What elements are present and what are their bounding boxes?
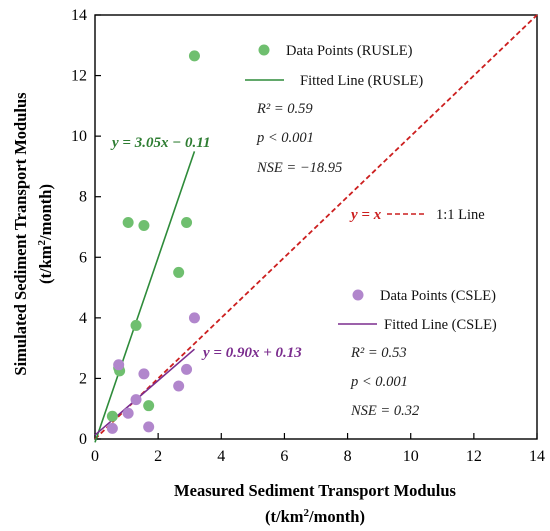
y-tick-label: 10 <box>71 128 87 145</box>
fitted-lines-layer <box>94 151 196 443</box>
x-tick-label: 4 <box>217 448 225 465</box>
x-tick-label: 12 <box>466 448 482 465</box>
rusle-nse: NSE = −18.95 <box>256 160 342 176</box>
x-axis-title: Measured Sediment Transport Modulus <box>174 481 456 500</box>
data-point-rusle <box>188 50 200 62</box>
x-tick-label: 10 <box>403 448 419 465</box>
axis-ticks: 0 2 4 6 8 10 12 14 0 2 4 6 8 10 12 14 <box>71 7 545 465</box>
data-point-csle <box>106 422 118 434</box>
y-tick-label: 4 <box>79 310 87 327</box>
legend-rusle-marker <box>258 44 270 56</box>
data-point-rusle <box>181 216 193 228</box>
y-axis-title-group: Simulated Sediment Transport Modulus <box>11 92 30 376</box>
data-point-rusle <box>173 266 185 278</box>
y-tick-label: 2 <box>79 370 87 387</box>
x-tick-label: 0 <box>91 448 99 465</box>
data-point-csle <box>130 394 142 406</box>
legend-reference-label: 1:1 Line <box>436 207 485 223</box>
x-unit-sup: 2 <box>304 507 310 519</box>
legend-csle-marker <box>352 289 364 301</box>
rusle-equation: y = 3.05x − 0.11 <box>110 135 210 151</box>
legend-csle-line-label: Fitted Line (CSLE) <box>384 317 497 333</box>
fitted-line-rusle <box>94 151 196 443</box>
data-point-csle <box>143 421 155 433</box>
legend-reference: y = x 1:1 Line <box>349 207 485 223</box>
data-points-layer <box>106 50 200 434</box>
x-axis-unit: (t/km2/month) <box>265 507 365 526</box>
csle-equation: y = 0.90x + 0.13 <box>201 345 302 361</box>
data-point-csle <box>181 363 193 375</box>
legend-csle-points-label: Data Points (CSLE) <box>380 288 496 304</box>
legend-rusle-line-label: Fitted Line (RUSLE) <box>300 73 423 89</box>
csle-p: p < 0.001 <box>350 374 408 390</box>
data-point-csle <box>188 312 200 324</box>
rusle-r2: R² = 0.59 <box>256 101 313 117</box>
x-tick-label: 14 <box>529 448 545 465</box>
x-tick-label: 8 <box>344 448 352 465</box>
legend-rusle: Data Points (RUSLE) Fitted Line (RUSLE) <box>245 43 423 89</box>
y-unit-close: /month) <box>36 184 55 241</box>
y-tick-label: 8 <box>79 189 87 206</box>
reference-line-1-1 <box>94 14 538 440</box>
csle-r2: R² = 0.53 <box>350 345 407 361</box>
fitted-line-csle <box>94 348 195 436</box>
reference-line-layer <box>94 14 538 440</box>
y-tick-label: 12 <box>71 68 87 85</box>
data-point-rusle <box>122 216 134 228</box>
y-unit-open: (t/km <box>36 245 55 284</box>
legend-csle: Data Points (CSLE) Fitted Line (CSLE) <box>338 288 497 333</box>
data-point-csle <box>122 407 134 419</box>
data-point-rusle <box>106 410 118 422</box>
x-unit-open: (t/km <box>265 507 304 526</box>
y-axis-title: Simulated Sediment Transport Modulus <box>11 92 30 376</box>
x-unit-close: /month) <box>308 507 365 526</box>
csle-nse: NSE = 0.32 <box>350 403 419 419</box>
data-point-csle <box>173 380 185 392</box>
data-point-rusle <box>130 319 142 331</box>
plot-frame <box>94 14 538 440</box>
reference-equation: y = x <box>349 207 382 223</box>
legend-rusle-points-label: Data Points (RUSLE) <box>286 43 413 59</box>
rusle-p: p < 0.001 <box>256 130 314 146</box>
y-unit-sup: 2 <box>36 239 48 245</box>
data-point-rusle <box>143 400 155 412</box>
y-tick-label: 0 <box>79 431 87 448</box>
data-point-csle <box>113 359 125 371</box>
x-tick-label: 2 <box>154 448 162 465</box>
y-axis-unit: (t/km2/month) <box>36 184 55 284</box>
data-point-rusle <box>138 219 150 231</box>
y-tick-label: 14 <box>71 7 87 24</box>
y-tick-label: 6 <box>79 249 87 266</box>
data-point-csle <box>138 368 150 380</box>
y-axis-unit-group: (t/km2/month) <box>36 184 55 284</box>
x-tick-label: 6 <box>280 448 288 465</box>
